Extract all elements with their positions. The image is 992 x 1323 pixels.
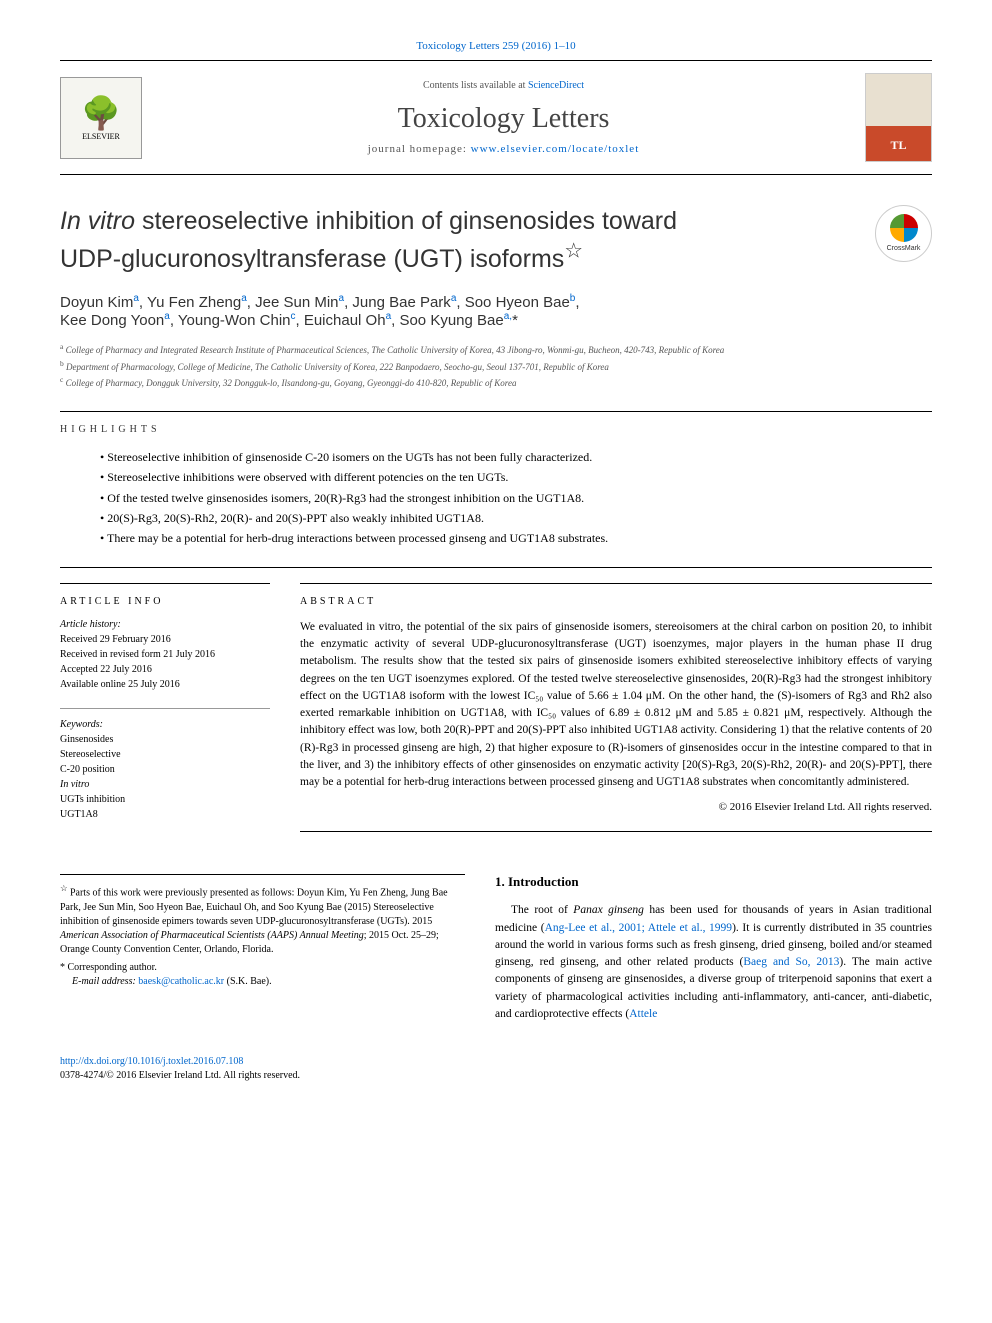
divider [60,411,932,412]
sciencedirect-link[interactable]: ScienceDirect [528,80,584,91]
abstract-label: ABSTRACT [300,583,932,607]
keyword: UGTs inhibition [60,792,270,807]
publisher-name: ELSEVIER [82,132,120,141]
issn-line: 0378-4274/© 2016 Elsevier Ireland Ltd. A… [60,1070,300,1081]
highlight-item: Stereoselective inhibitions were observe… [100,467,932,487]
copyright-line: © 2016 Elsevier Ireland Ltd. All rights … [300,801,932,813]
highlight-item: 20(S)-Rg3, 20(S)-Rh2, 20(R)- and 20(S)-P… [100,508,932,528]
email-link[interactable]: baesk@catholic.ac.kr [138,976,224,987]
article-title: In vitro stereoselective inhibition of g… [60,205,932,275]
journal-name: Toxicology Letters [142,103,865,135]
highlights-list: Stereoselective inhibition of ginsenosid… [60,447,932,549]
highlight-item: Stereoselective inhibition of ginsenosid… [100,447,932,467]
history-item: Accepted 22 July 2016 [60,662,270,677]
divider [300,831,932,832]
info-abstract-row: ARTICLE INFO Article history: Received 2… [60,583,932,845]
journal-ref-link[interactable]: Toxicology Letters 259 (2016) 1–10 [416,40,575,52]
keyword: C-20 position [60,762,270,777]
authors-list: Doyun Kima, Yu Fen Zhenga, Jee Sun Mina,… [60,293,932,329]
crossmark-icon [890,214,918,242]
article-info-column: ARTICLE INFO Article history: Received 2… [60,583,270,845]
title-italic: In vitro [60,207,135,235]
abstract-text: We evaluated in vitro, the potential of … [300,619,932,792]
footnote-presentation: ☆ Parts of this work were previously pre… [60,883,465,956]
bottom-row: ☆ Parts of this work were previously pre… [60,874,932,1034]
elsevier-tree-icon: 🌳 [81,94,121,132]
citation-link[interactable]: Attele [629,1008,657,1020]
highlight-item: Of the tested twelve ginsenosides isomer… [100,488,932,508]
history-item: Received 29 February 2016 [60,632,270,647]
homepage-line: journal homepage: www.elsevier.com/locat… [142,143,865,155]
journal-header: 🌳 ELSEVIER Contents lists available at S… [60,60,932,175]
keyword: UGT1A8 [60,807,270,822]
homepage-link[interactable]: www.elsevier.com/locate/toxlet [471,143,640,155]
highlights-label: HIGHLIGHTS [60,424,932,435]
citation-link[interactable]: Baeg and So, 2013 [743,956,839,968]
corresponding-author: * Corresponding author. [60,961,465,975]
header-center: Contents lists available at ScienceDirec… [142,80,865,155]
affiliation-b: Department of Pharmacology, College of M… [66,362,609,372]
footnotes: ☆ Parts of this work were previously pre… [60,874,465,1034]
article-info-label: ARTICLE INFO [60,583,270,607]
elsevier-logo: 🌳 ELSEVIER [60,77,142,159]
abstract-column: ABSTRACT We evaluated in vitro, the pote… [300,583,932,845]
title-footnote-star: ☆ [564,240,583,263]
email-line: E-mail address: baesk@catholic.ac.kr (S.… [72,975,465,989]
affiliation-a: College of Pharmacy and Integrated Resea… [66,345,725,355]
page-footer: http://dx.doi.org/10.1016/j.toxlet.2016.… [60,1055,932,1083]
citation-link[interactable]: Ang-Lee et al., 2001; Attele et al., 199… [545,922,732,934]
journal-cover-thumbnail: TL [865,73,932,162]
keywords-block: Keywords: Ginsenosides Stereoselective C… [60,708,270,822]
divider [60,567,932,568]
history-item: Received in revised form 21 July 2016 [60,647,270,662]
intro-heading: 1. Introduction [495,874,932,890]
intro-paragraph: The root of Panax ginseng has been used … [495,902,932,1023]
journal-reference: Toxicology Letters 259 (2016) 1–10 [60,40,932,52]
article-history: Article history: Received 29 February 20… [60,617,270,692]
keyword: Stereoselective [60,747,270,762]
keyword: Ginsenosides [60,732,270,747]
doi-link[interactable]: http://dx.doi.org/10.1016/j.toxlet.2016.… [60,1056,243,1067]
tl-icon: TL [885,135,913,155]
keyword: In vitro [60,777,270,792]
history-item: Available online 25 July 2016 [60,677,270,692]
affiliation-c: College of Pharmacy, Dongguk University,… [66,378,517,388]
contents-line: Contents lists available at ScienceDirec… [142,80,865,91]
affiliations: a College of Pharmacy and Integrated Res… [60,341,932,391]
introduction-column: 1. Introduction The root of Panax ginsen… [495,874,932,1034]
highlight-item: There may be a potential for herb-drug i… [100,528,932,548]
crossmark-badge[interactable]: CrossMark [875,205,932,262]
history-label: Article history: [60,617,270,632]
keywords-label: Keywords: [60,717,270,732]
